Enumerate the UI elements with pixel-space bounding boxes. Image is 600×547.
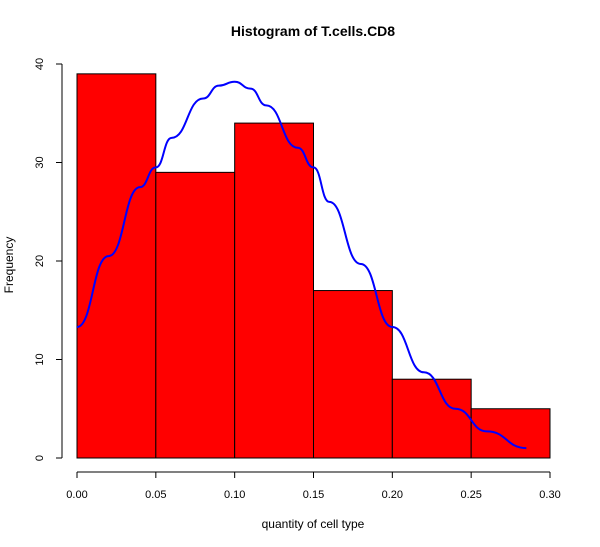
histogram-bar-0: [76, 73, 157, 459]
histogram-bar-3: [313, 290, 393, 459]
y-axis-label: Frequency: [2, 237, 16, 294]
x-axis: 0.00 0.05 0.10 0.15 0.20 0.25 0.30: [66, 471, 561, 501]
x-tick-label: 0.25: [460, 489, 481, 501]
histogram-bar-1: [155, 171, 236, 459]
x-tick-label: 0.05: [145, 489, 166, 501]
x-tick-label: 0.20: [382, 489, 403, 501]
x-tick-label: 0.15: [303, 489, 324, 501]
y-tick-label: 10: [34, 353, 46, 365]
density-curve-group: [76, 80, 527, 450]
chart-title: Histogram of T.cells.CD8: [231, 23, 395, 39]
y-tick-label: 40: [34, 58, 46, 70]
y-axis: 0 10 20 30 40: [34, 58, 63, 461]
x-tick-label: 0.30: [539, 489, 560, 501]
normal-density-curve: [76, 80, 527, 450]
y-tick-label: 20: [34, 255, 46, 267]
x-tick-label: 0.00: [66, 489, 87, 501]
y-tick-label: 0: [34, 455, 46, 461]
x-tick-label: 0.10: [224, 489, 245, 501]
histogram-bar-5: [470, 408, 551, 459]
histogram-bar-4: [391, 378, 472, 459]
x-axis-label: quantity of cell type: [262, 517, 365, 531]
y-tick-label: 30: [34, 156, 46, 168]
bars-group: [76, 73, 551, 459]
histogram-bar-2: [234, 122, 315, 459]
